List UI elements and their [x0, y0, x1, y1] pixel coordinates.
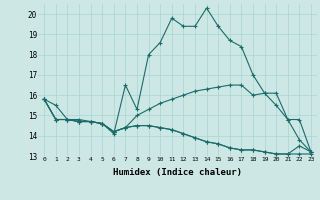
X-axis label: Humidex (Indice chaleur): Humidex (Indice chaleur)	[113, 168, 242, 177]
